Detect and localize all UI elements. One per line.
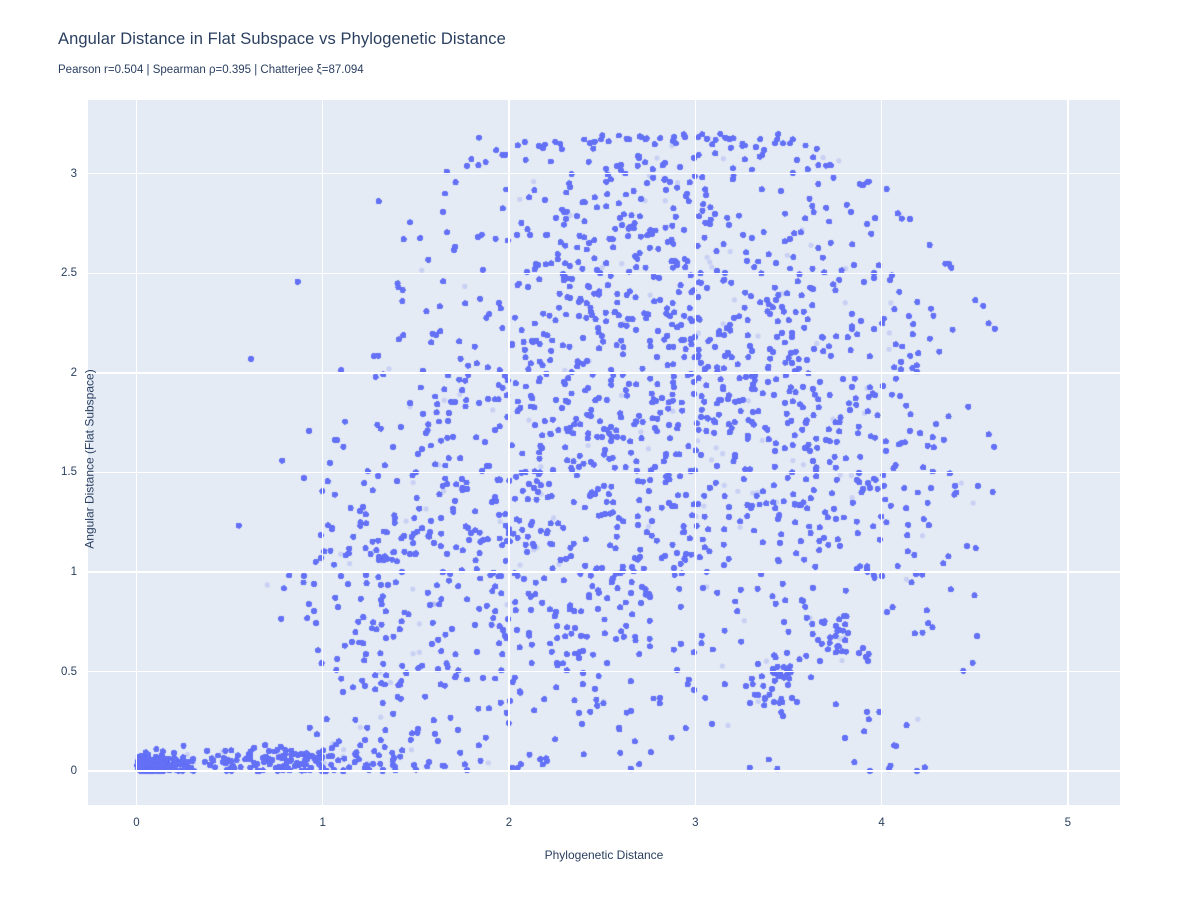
gridline-y-5 — [88, 272, 1120, 274]
chart-subtitle: Pearson r=0.504 | Spearman ρ=0.395 | Cha… — [58, 64, 364, 76]
x-tick-mark-5 — [1067, 805, 1069, 812]
gridline-y-3 — [88, 471, 1120, 474]
x-tick-label-5: 5 — [1064, 817, 1072, 829]
x-tick-mark-3 — [694, 805, 696, 812]
x-tick-label-0: 0 — [133, 817, 140, 829]
chart-title: Angular Distance in Flat Subspace vs Phy… — [58, 30, 506, 48]
gridline-x-2 — [508, 100, 510, 805]
gridline-y-4 — [88, 372, 1120, 374]
scatter-points-layer — [88, 100, 1120, 805]
plot-area — [88, 100, 1120, 805]
gridline-y-6 — [88, 172, 1120, 175]
gridline-x-0 — [135, 100, 138, 805]
gridline-x-3 — [694, 100, 696, 805]
y-tick-label-2: 1 — [70, 565, 77, 578]
gridline-x-5 — [1067, 100, 1069, 805]
gridline-x-1 — [322, 100, 324, 805]
y-tick-label-0: 0 — [70, 765, 77, 778]
x-axis-title: Phylogenetic Distance — [544, 848, 664, 862]
x-tick-mark-0 — [135, 805, 138, 812]
x-tick-mark-2 — [508, 805, 510, 812]
y-tick-label-3: 1.5 — [61, 466, 77, 479]
x-tick-mark-4 — [880, 805, 883, 812]
gridline-y-2 — [88, 571, 1120, 573]
y-axis-title: Angular Distance (Flat Subspace) — [82, 369, 97, 549]
x-tick-mark-1 — [322, 805, 324, 812]
y-tick-label-1: 0.5 — [61, 665, 77, 678]
y-tick-label-4: 2 — [70, 366, 77, 379]
y-tick-label-6: 3 — [70, 167, 77, 180]
x-tick-label-2: 2 — [505, 817, 513, 829]
gridline-y-1 — [88, 670, 1120, 673]
x-tick-label-3: 3 — [692, 817, 699, 829]
x-tick-label-4: 4 — [878, 817, 885, 829]
gridline-x-4 — [880, 100, 883, 805]
x-tick-label-1: 1 — [319, 817, 326, 829]
y-tick-label-5: 2.5 — [61, 267, 77, 280]
gridline-y-0 — [88, 770, 1120, 772]
